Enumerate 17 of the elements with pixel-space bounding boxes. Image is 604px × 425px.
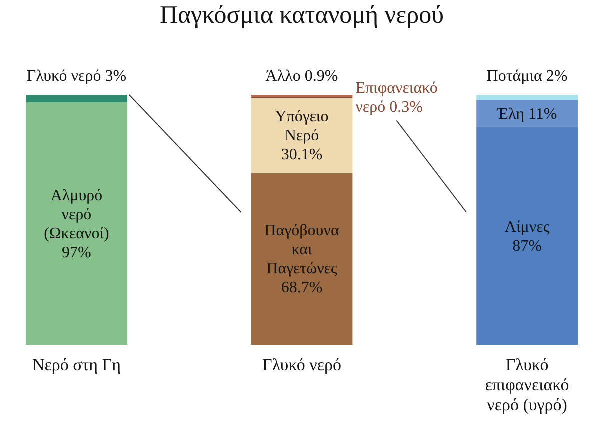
text: Ποτάμια 2%: [486, 68, 568, 85]
series-label: Λίμνες: [504, 218, 550, 236]
data-label: 30.1%: [281, 146, 323, 164]
data-label: 68.7%: [281, 280, 323, 297]
x-tick-label: Νερό στη Γη: [32, 356, 121, 374]
text: Άλλο 0.9%: [266, 68, 338, 85]
series-label: Αλμυρό νερό (Ωκεανοί): [44, 187, 110, 242]
chart-title: Παγκόσμια κατανομή νερού: [160, 2, 444, 29]
text: Γλυκό νερό 3%: [26, 68, 127, 85]
text: Έλη 11%: [497, 106, 558, 123]
x-tick-label: Γλυκό επιφανειακό νερό (υγρό): [485, 356, 570, 414]
data-label: 87%: [512, 238, 542, 255]
x-tick-label: Γλυκό νερό: [262, 356, 342, 374]
text: Επιφανειακό νερό 0.3%: [356, 80, 438, 116]
series-label: Υπόγειο Νερό: [275, 108, 329, 145]
series-label: Παγόβουνα και Παγετώνες: [264, 222, 340, 278]
data-label: 97%: [62, 244, 92, 262]
